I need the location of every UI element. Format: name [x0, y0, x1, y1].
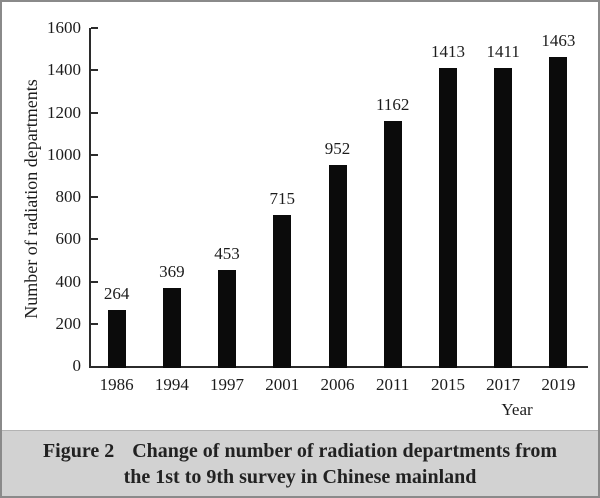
bar-value-label: 264 [103, 284, 130, 304]
y-tick-label: 200 [55, 313, 82, 333]
x-tick-label: 2017 [486, 375, 521, 394]
caption-text-2: the 1st to 9th survey in Chinese mainlan… [123, 466, 477, 488]
caption-figure-label: Figure 2 [42, 440, 115, 462]
x-tick-label: 1997 [210, 375, 245, 394]
bar-value-label: 715 [269, 188, 296, 208]
bar [273, 214, 292, 368]
bar-value-label: 369 [159, 262, 185, 282]
bar-value-label: 952 [324, 138, 351, 158]
bar-chart: Number of radiation departments 0 200 400 6… [2, 2, 598, 430]
y-tick-mark [91, 69, 98, 72]
x-tick-label: 1986 [99, 375, 134, 394]
y-tick-mark [91, 238, 98, 241]
bar [549, 56, 568, 368]
y-tick-label: 1400 [47, 60, 81, 80]
bar [438, 67, 457, 368]
y-tick-label: 600 [55, 229, 82, 249]
x-tick-label: 2015 [430, 375, 465, 394]
y-tick-mark [91, 111, 98, 114]
x-tick-label: 2019 [541, 375, 576, 394]
y-tick-mark [91, 153, 98, 156]
x-tick-label: 1994 [154, 375, 189, 394]
bar [107, 310, 126, 368]
y-tick-label: 400 [55, 271, 82, 291]
x-tick-label: 2001 [265, 375, 300, 394]
caption-text-1: Change of number of radiation department… [132, 440, 558, 462]
x-tick-label: 2011 [376, 375, 410, 394]
y-tick-label: 1200 [47, 102, 81, 122]
bar-value-label: 1162 [376, 94, 410, 114]
y-tick-label: 1600 [47, 18, 81, 37]
caption-line-1: Figure 2 Change of number of radiation de… [2, 438, 598, 464]
bar [494, 67, 513, 368]
bar [383, 120, 402, 368]
y-tick-mark [91, 322, 98, 325]
bar-value-label: 453 [214, 244, 240, 264]
x-axis-title: Year [501, 400, 533, 419]
bar [162, 288, 181, 368]
y-tick-mark [91, 196, 98, 198]
y-tick-mark [91, 280, 98, 283]
bar [218, 270, 237, 368]
y-tick-label: 1000 [47, 144, 81, 164]
bar [328, 164, 347, 368]
y-tick-label: 0 [72, 356, 82, 375]
y-axis-line [89, 28, 91, 368]
y-tick-label: 800 [55, 187, 82, 206]
bar-value-label: 1463 [541, 30, 576, 50]
y-tick-mark [91, 27, 98, 29]
bar-value-label: 1411 [486, 41, 520, 61]
x-tick-label: 2006 [320, 375, 355, 394]
bar-value-label: 1413 [430, 41, 465, 61]
figure-caption: Figure 2 Change of number of radiation de… [2, 430, 598, 496]
